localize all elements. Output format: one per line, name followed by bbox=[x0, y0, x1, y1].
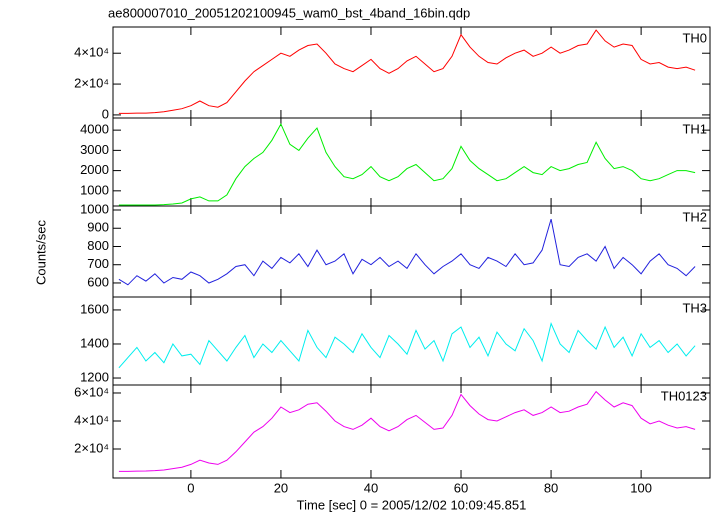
series-label: TH0123 bbox=[661, 388, 707, 403]
y-tick-label: 4×10⁴ bbox=[74, 45, 109, 60]
y-tick-label: 800 bbox=[87, 238, 109, 253]
y-tick-label: 900 bbox=[87, 220, 109, 235]
y-tick-label: 2×10⁴ bbox=[74, 76, 109, 91]
panel-frame bbox=[112, 384, 711, 479]
y-tick-label: 1600 bbox=[80, 301, 109, 316]
y-tick-label: 1200 bbox=[80, 369, 109, 384]
x-tick-label: 80 bbox=[544, 480, 558, 495]
y-tick-label: 4000 bbox=[80, 122, 109, 137]
data-line bbox=[118, 218, 696, 286]
panel-frame bbox=[112, 26, 711, 119]
chart-title: ae800007010_20051202100945_wam0_bst_4ban… bbox=[108, 5, 470, 20]
series-label: TH2 bbox=[682, 209, 707, 224]
y-tick-label: 700 bbox=[87, 256, 109, 271]
x-tick-label: 100 bbox=[630, 480, 652, 495]
y-tick-label: 4×10⁴ bbox=[74, 412, 109, 427]
panel-frame bbox=[112, 205, 711, 298]
y-tick-label: 600 bbox=[87, 274, 109, 289]
y-axis-label: Counts/sec bbox=[33, 219, 48, 285]
x-axis-label: Time [sec] 0 = 2005/12/02 10:09:45.851 bbox=[297, 497, 527, 512]
series-label: TH1 bbox=[682, 121, 707, 136]
y-tick-label: 1400 bbox=[80, 335, 109, 350]
data-line bbox=[118, 322, 696, 369]
panel-frame bbox=[112, 117, 711, 207]
y-tick-label: 1000 bbox=[80, 201, 109, 216]
y-tick-label: 6×10⁴ bbox=[74, 384, 109, 399]
y-tick-label: 0 bbox=[102, 106, 109, 121]
data-line bbox=[118, 390, 696, 472]
x-tick-label: 0 bbox=[187, 480, 194, 495]
y-tick-label: 2000 bbox=[80, 162, 109, 177]
y-tick-label: 1000 bbox=[80, 182, 109, 197]
data-line bbox=[118, 122, 696, 206]
series-label: TH0 bbox=[682, 30, 707, 45]
x-tick-label: 60 bbox=[454, 480, 468, 495]
data-line bbox=[118, 29, 696, 114]
x-tick-label: 40 bbox=[364, 480, 378, 495]
y-tick-label: 3000 bbox=[80, 142, 109, 157]
y-tick-label: 2×10⁴ bbox=[74, 440, 109, 455]
x-tick-label: 20 bbox=[274, 480, 288, 495]
series-label: TH3 bbox=[682, 300, 707, 315]
